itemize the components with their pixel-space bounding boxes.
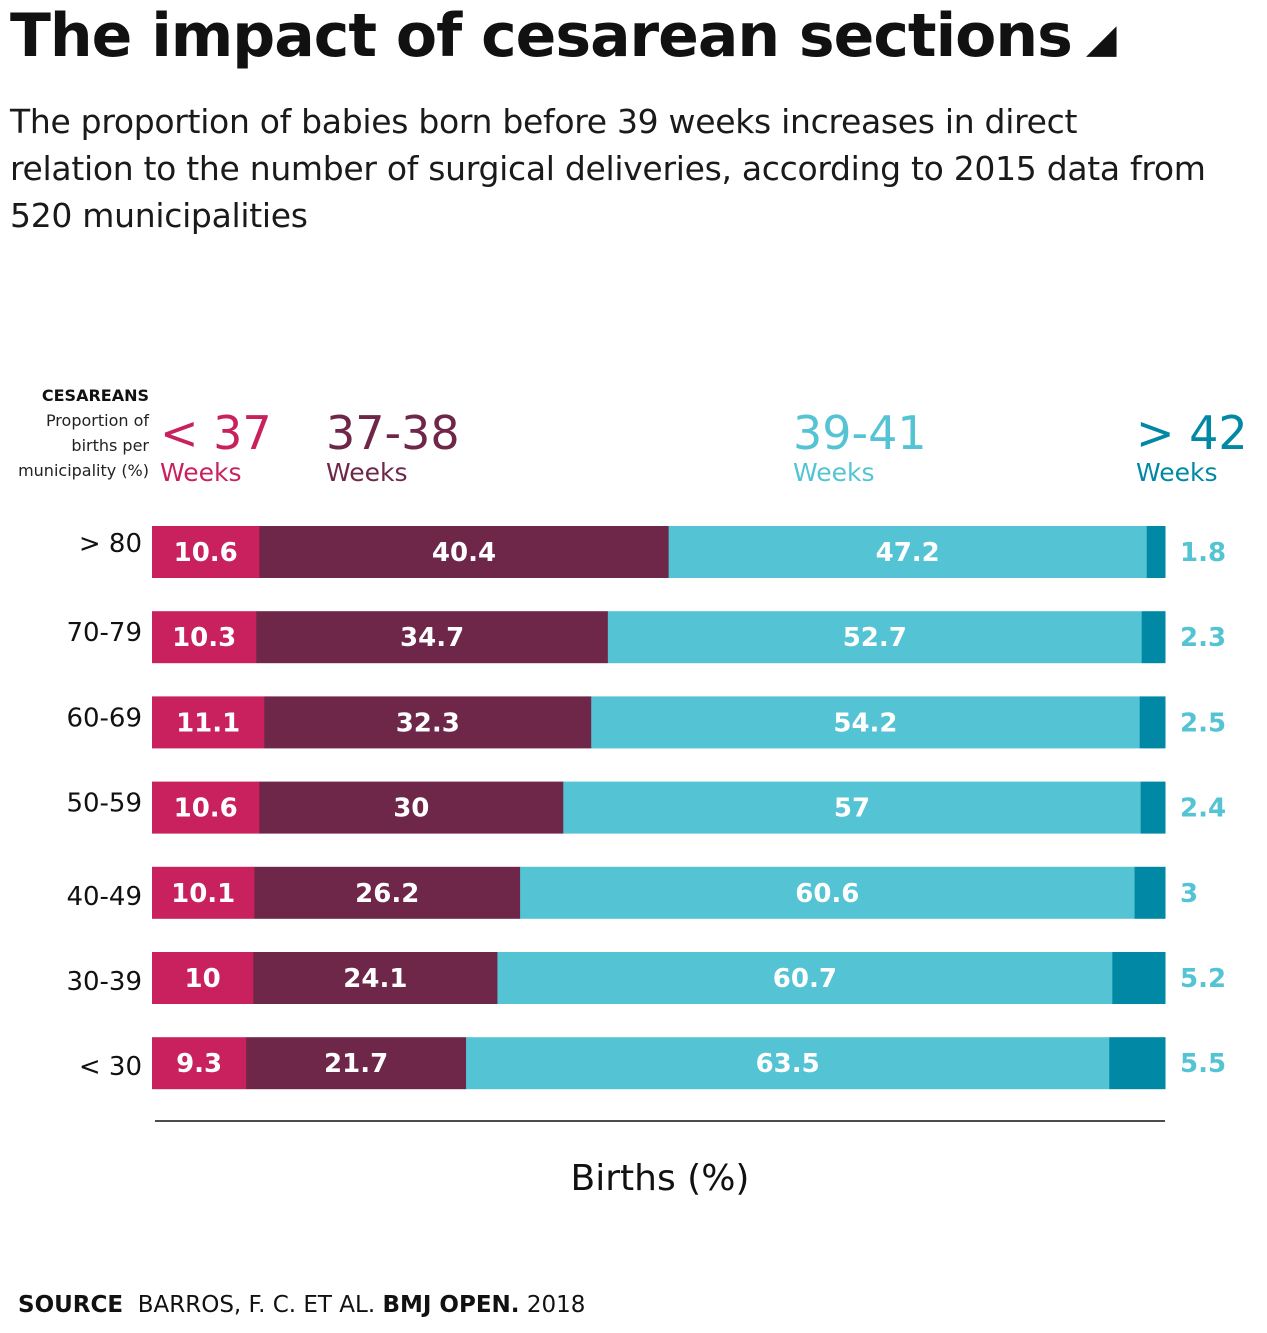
data-label: 26.2 <box>355 879 419 909</box>
bar-segment <box>254 866 521 919</box>
data-label: 52.7 <box>843 623 907 653</box>
legend-range: < 37 <box>160 406 272 460</box>
category-label: > 80 <box>79 529 142 559</box>
category-label: 50-59 <box>66 789 142 819</box>
bar-segment <box>152 952 254 1004</box>
bar-segment <box>256 611 609 664</box>
data-label: 10.1 <box>171 879 235 909</box>
legend-unit: Weeks <box>793 458 875 487</box>
category-label: 70-79 <box>66 618 142 648</box>
legend-unit: Weeks <box>160 458 242 487</box>
bar-segment <box>1139 696 1166 749</box>
legend-item-37-38: 37-38 Weeks <box>326 407 460 487</box>
legend-item-under-37: < 37 Weeks <box>160 407 272 487</box>
data-label: 54.2 <box>833 708 897 738</box>
bar-segment <box>259 781 564 834</box>
data-label: 10.6 <box>174 794 238 824</box>
legend-item-over-42: > 42 Weeks <box>1136 407 1248 487</box>
bar-segment <box>1146 526 1166 578</box>
data-label: 60.7 <box>773 964 837 994</box>
data-label: 1.8 <box>1180 538 1226 568</box>
category-axis-subtitle-1: Proportion of <box>45 411 149 430</box>
data-label: 10.3 <box>172 623 236 653</box>
legend-range: 37-38 <box>326 406 460 460</box>
category-label: 60-69 <box>66 703 142 733</box>
legend-range: > 42 <box>1136 406 1248 460</box>
bar-segment <box>152 781 260 834</box>
data-label: 10 <box>185 964 221 994</box>
source-journal: BMJ OPEN. <box>382 1292 520 1318</box>
bar-segment <box>466 1037 1110 1090</box>
data-label: 60.6 <box>795 879 859 909</box>
bar-segment <box>253 952 498 1004</box>
legend-range: 39-41 <box>793 406 927 460</box>
bar-segment <box>591 696 1141 749</box>
legend-unit: Weeks <box>326 458 408 487</box>
bar-segment <box>152 696 265 749</box>
data-label: 32.3 <box>396 708 460 738</box>
category-axis-subtitle-3: municipality (%) <box>18 461 149 480</box>
data-label: 63.5 <box>756 1049 820 1079</box>
bar-segment <box>1109 1037 1166 1090</box>
bar-segment <box>152 1037 247 1090</box>
source-note: SOURCE BARROS, F. C. ET AL. BMJ OPEN. 20… <box>18 1292 585 1318</box>
data-label: 3 <box>1180 879 1198 909</box>
bar-segment <box>152 526 260 578</box>
corner-triangle-icon: ◢ <box>1085 16 1117 63</box>
data-label: 2.3 <box>1180 623 1226 653</box>
category-label: 30-39 <box>66 967 142 997</box>
data-label: 9.3 <box>176 1049 222 1079</box>
data-label: 40.4 <box>432 538 496 568</box>
category-axis-header: CESAREANS Proportion of births per munic… <box>0 384 149 483</box>
bar-segment <box>1112 952 1166 1004</box>
bar-segment <box>607 611 1143 664</box>
source-authors: BARROS, F. C. ET AL. <box>137 1292 376 1318</box>
data-label: 10.6 <box>174 538 238 568</box>
category-axis-title: CESAREANS <box>41 386 149 405</box>
chart-title-text: The impact of cesarean sections <box>10 1 1073 71</box>
category-label: 40-49 <box>66 882 142 912</box>
bar-segment <box>520 866 1136 919</box>
bar-segment <box>259 526 670 578</box>
bar-segment <box>497 952 1113 1004</box>
data-label: 5.5 <box>1180 1049 1226 1079</box>
bar-segment <box>1134 866 1166 919</box>
bar-group: > 80 10.6 40.4 47.2 1.8 70-79 10.3 34.7 52.7 2.3 6… <box>66 526 1226 1090</box>
data-label: 24.1 <box>343 964 407 994</box>
data-label: 57 <box>834 794 870 824</box>
category-label: < 30 <box>79 1052 142 1082</box>
category-axis-subtitle-2: births per <box>71 436 149 455</box>
bar-segment <box>1141 611 1166 664</box>
bar-segment <box>1140 781 1166 834</box>
data-label: 2.5 <box>1180 708 1226 738</box>
data-label: 2.4 <box>1180 794 1226 824</box>
legend-item-39-41: 39-41 Weeks <box>793 407 927 487</box>
source-year: 2018 <box>526 1292 586 1318</box>
data-label: 5.2 <box>1180 964 1226 994</box>
chart-subtitle: The proportion of babies born before 39 … <box>10 102 1206 235</box>
bar-segment <box>152 611 257 664</box>
data-label: 30 <box>393 794 429 824</box>
chart-title: The impact of cesarean sections ◢ <box>10 0 1117 75</box>
x-axis-label: Births (%) <box>571 1158 750 1199</box>
bar-segment <box>668 526 1148 578</box>
legend-unit: Weeks <box>1136 458 1218 487</box>
bar-segment <box>152 866 255 919</box>
source-label: SOURCE <box>18 1292 124 1318</box>
bar-segment <box>264 696 592 749</box>
data-label: 11.1 <box>176 708 240 738</box>
bar-segment <box>246 1037 467 1090</box>
data-label: 47.2 <box>876 538 940 568</box>
data-label: 34.7 <box>400 623 464 653</box>
bar-segment <box>563 781 1142 834</box>
data-label: 21.7 <box>324 1049 388 1079</box>
